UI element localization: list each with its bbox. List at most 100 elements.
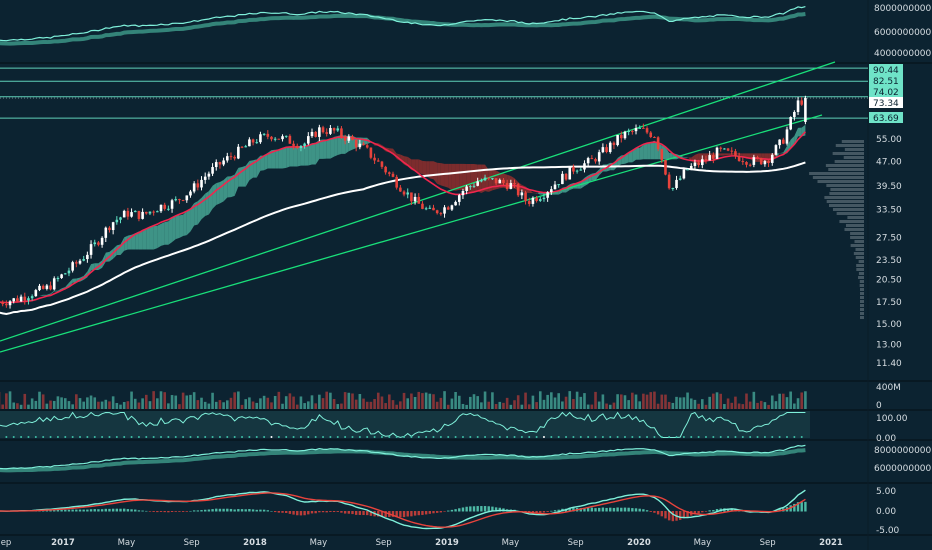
volume-bar — [730, 402, 734, 409]
signal-dot — [241, 436, 244, 438]
macd-histogram-bar — [660, 511, 663, 517]
cloud-segment — [304, 145, 309, 166]
level-label: 73.34 — [873, 99, 899, 109]
volume-bar — [531, 395, 535, 409]
macd-histogram-bar — [458, 508, 461, 512]
candle-body — [723, 148, 726, 150]
macd-histogram-bar — [185, 511, 188, 512]
volume-bar — [373, 399, 376, 409]
volume-bar — [693, 399, 697, 409]
macd-axis-tick: 5.00 — [876, 487, 896, 497]
macd-histogram-bar — [277, 511, 281, 513]
macd-histogram-bar — [377, 511, 380, 517]
candle-body — [608, 142, 612, 152]
cloud-segment — [337, 135, 342, 155]
volume-bar — [579, 396, 583, 409]
cloud-segment — [205, 191, 209, 217]
volume-bar — [443, 391, 446, 409]
cloud-segment — [168, 218, 173, 245]
macd-histogram-bar — [424, 511, 428, 515]
candle-body — [682, 169, 686, 179]
signal-dot — [425, 436, 428, 438]
candle-body — [163, 204, 166, 209]
macd-histogram-bar — [667, 511, 671, 521]
cloud-segment — [462, 163, 467, 191]
volume-bar — [767, 404, 770, 409]
signal-dot — [727, 436, 730, 438]
cloud-segment — [172, 215, 176, 243]
trendlines[interactable] — [0, 61, 836, 353]
cloud-segment — [474, 163, 478, 193]
candle-body — [741, 161, 745, 163]
time-axis[interactable]: ep 2017 May Sep 2018 May Sep 2019 May Sep 2020 May S… — [1, 538, 843, 548]
candle-body — [667, 174, 671, 189]
signal-dot — [130, 436, 133, 438]
volume-bar — [86, 397, 89, 409]
volume-bar — [568, 391, 572, 409]
volume-bar — [5, 393, 8, 409]
volume-profile-bar — [856, 264, 864, 267]
candle-body — [277, 138, 281, 140]
macd-histogram-bar — [391, 511, 395, 517]
cloud-segment — [499, 172, 504, 189]
candle-body — [594, 159, 597, 162]
cloud-segment — [135, 231, 139, 250]
line-indicator-panel — [0, 444, 806, 473]
volume-bar — [137, 402, 141, 409]
volume-profile-bar — [859, 280, 864, 283]
volume-bar — [432, 394, 435, 409]
candle-body — [767, 161, 770, 163]
macd-histogram-bar — [89, 509, 93, 512]
candle-body — [697, 162, 700, 166]
candle-body — [67, 270, 71, 274]
candle-body — [122, 210, 126, 218]
candle-body — [262, 133, 266, 135]
cloud-segment — [293, 146, 298, 167]
volume-bar — [111, 396, 115, 409]
signal-dot — [336, 436, 339, 438]
macd-histogram-bar — [572, 507, 575, 512]
signal-dot — [285, 436, 288, 438]
candle-body — [494, 178, 498, 184]
time-axis-tick: May — [694, 538, 712, 548]
macd-histogram-bar — [270, 510, 273, 512]
signal-dot — [520, 436, 523, 438]
volume-bar — [233, 392, 236, 409]
candle-body — [8, 301, 12, 306]
macd-histogram-bar — [100, 509, 104, 512]
signal-dot — [682, 436, 685, 438]
macd-histogram-bar — [358, 511, 362, 515]
macd-histogram-bar — [299, 511, 303, 516]
volume-bar — [700, 399, 704, 409]
macd-histogram-bar — [616, 507, 619, 512]
candle-body — [237, 146, 240, 159]
candle-body — [38, 285, 41, 291]
candle-body — [259, 134, 262, 143]
volume-bar — [483, 391, 487, 409]
volume-bar — [527, 404, 531, 409]
volume-bar — [343, 392, 347, 409]
signal-dot — [469, 436, 472, 438]
volume-bar — [520, 404, 524, 409]
time-axis-tick: May — [502, 538, 520, 548]
volume-bar — [196, 400, 200, 409]
volume-profile-bar — [850, 244, 864, 247]
volume-bar — [704, 404, 708, 409]
candle-body — [34, 290, 38, 297]
price-axis[interactable]: 8000000000.00 6000000000.00 4000000000.0… — [874, 4, 932, 536]
signal-dot — [403, 436, 406, 438]
price-axis-tick: 39.50 — [876, 182, 902, 192]
signal-dot — [329, 436, 332, 438]
cloud-segment — [311, 142, 316, 165]
signal-dot — [631, 436, 634, 438]
volume-profile-bar — [860, 308, 864, 311]
signal-dot — [697, 436, 700, 438]
candle-body — [597, 152, 601, 162]
candle-body — [748, 164, 752, 166]
volume-bar — [638, 401, 642, 409]
candle-body — [804, 98, 807, 122]
macd-histogram-bar — [366, 511, 369, 516]
macd-histogram-bar — [104, 508, 107, 512]
